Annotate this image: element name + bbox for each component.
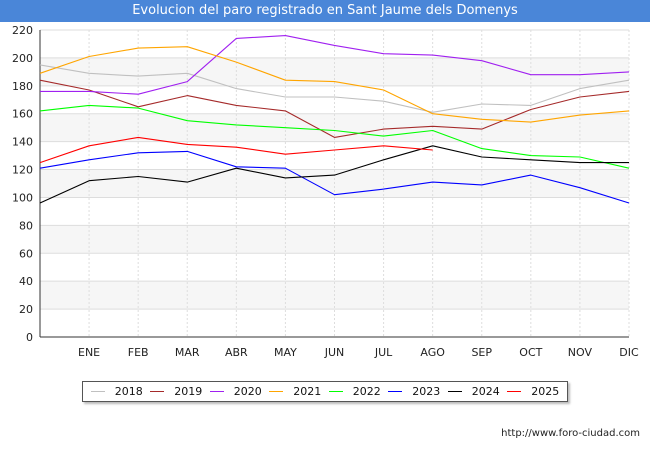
series-line-2020 <box>40 35 630 95</box>
source-url: http://www.foro-ciudad.com <box>501 428 640 439</box>
legend-label: 2024 <box>471 385 500 398</box>
y-tick-label: 100 <box>12 191 33 204</box>
x-tick-label: AGO <box>420 346 445 359</box>
y-tick-label: 160 <box>12 108 33 121</box>
legend-item-2018: 2018 <box>90 385 143 398</box>
legend-item-2020: 2020 <box>209 385 262 398</box>
y-tick-label: 140 <box>12 136 33 149</box>
y-tick-label: 220 <box>12 24 33 37</box>
legend-swatch <box>507 391 522 392</box>
y-tick-label: 20 <box>19 303 33 316</box>
y-tick-label: 0 <box>26 331 33 344</box>
legend-item-2023: 2023 <box>388 385 440 398</box>
y-tick-label: 80 <box>19 219 33 232</box>
y-tick-label: 60 <box>19 247 33 260</box>
legend-label: 2018 <box>114 385 143 398</box>
legend-item-2024: 2024 <box>447 385 500 398</box>
legend-swatch <box>269 391 284 392</box>
y-tick-label: 180 <box>12 80 33 93</box>
y-tick-label: 40 <box>19 275 33 288</box>
legend-swatch <box>209 391 224 392</box>
x-tick-label: ENE <box>78 346 100 359</box>
legend-swatch <box>447 391 462 392</box>
legend-label: 2020 <box>233 385 262 398</box>
x-tick-label: JUN <box>324 346 345 359</box>
legend-item-2021: 2021 <box>269 385 321 398</box>
legend-label: 2022 <box>352 385 381 398</box>
legend-label: 2025 <box>531 385 560 398</box>
legend-swatch <box>150 391 165 392</box>
series-line-2022 <box>39 104 630 169</box>
series-line-2019 <box>39 79 630 138</box>
series-line-2021 <box>39 46 630 123</box>
legend-swatch <box>388 391 403 392</box>
legend-swatch <box>90 391 105 392</box>
legend-item-2019: 2019 <box>150 385 202 398</box>
legend-label: 2019 <box>174 385 203 398</box>
x-tick-labels: ENE FEB MAR ABR MAY JUN JUL AGO SEP OCT NOV DIC <box>78 346 639 359</box>
x-tick-label: MAY <box>274 346 297 359</box>
series-line-2024 <box>39 145 629 204</box>
legend-item-2022: 2022 <box>328 385 381 398</box>
legend-label: 2021 <box>293 385 322 398</box>
y-tick-label: 120 <box>12 164 33 177</box>
series-line-2023 <box>39 150 630 204</box>
x-tick-label: DIC <box>619 346 639 359</box>
x-tick-label: NOV <box>568 346 593 359</box>
y-tick-label: 200 <box>12 52 33 65</box>
chart-title: Evolucion del paro registrado en Sant Ja… <box>0 0 650 22</box>
series-lines <box>39 35 630 204</box>
x-tick-label: JUL <box>374 346 393 359</box>
x-tick-label: MAR <box>175 346 200 359</box>
series-line-2018 <box>39 64 630 113</box>
line-chart: 0 20 40 60 80 100 120 140 160 180 200 220 ENE FEB MAR… <box>12 24 639 359</box>
legend-swatch <box>328 391 343 392</box>
series-line-2025 <box>39 136 433 164</box>
y-tick-labels: 0 20 40 60 80 100 120 140 160 180 200 220 <box>12 24 33 344</box>
legend-item-2025: 2025 <box>507 385 559 398</box>
legend: 2018 2019 2020 2021 2022 2023 2024 2025 <box>82 381 568 402</box>
x-tick-label: ABR <box>225 346 248 359</box>
axes <box>39 30 629 338</box>
x-tick-label: OCT <box>519 346 542 359</box>
x-tick-label: SEP <box>471 346 492 359</box>
legend-label: 2023 <box>412 385 441 398</box>
x-tick-label: FEB <box>128 346 149 359</box>
